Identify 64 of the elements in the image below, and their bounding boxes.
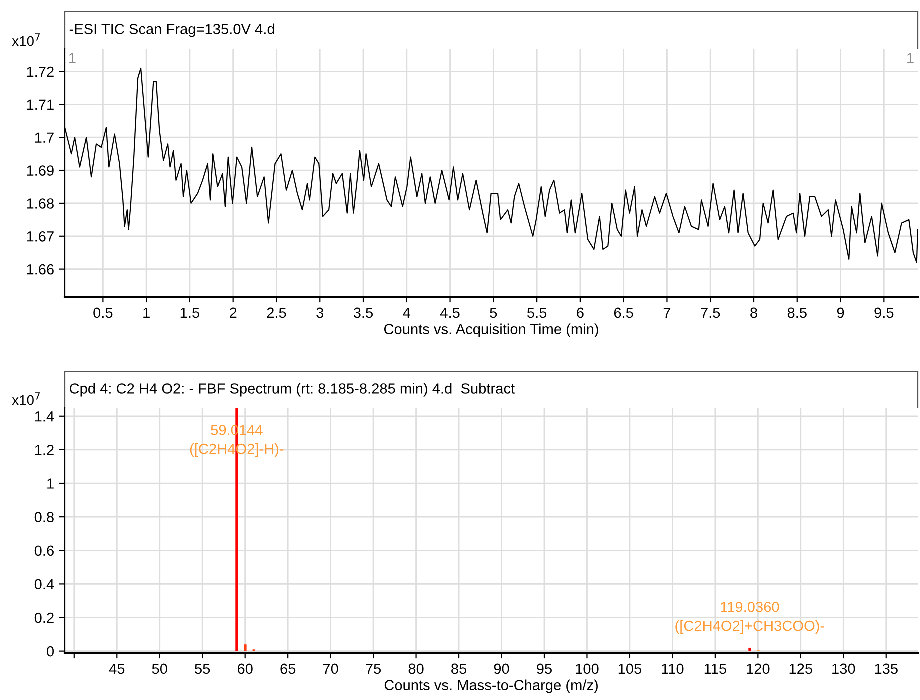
x-tick-label: 100 [576,664,599,674]
x-tick-label: 130 [832,664,856,674]
x-tick-label: 9.5 [874,308,894,318]
y-axis-title: x10$^{7}$ [12,34,40,46]
x-tick-label: 7.5 [701,308,720,318]
y-tick-label: 0.2 [34,612,54,624]
x-tick-label: 90 [494,664,510,674]
x-tick-label: 2.5 [267,308,286,318]
x-tick-label: 5.5 [528,308,547,318]
x-tick-label: 9 [837,308,844,318]
x-tick-label: 110 [662,664,684,674]
x-tick-label: 95 [537,664,552,674]
x-tick-label: 135 [875,664,898,674]
y-tick-label: 0.8 [34,512,54,523]
y-tick-label: 1.66 [27,264,54,275]
y-tick-label: 1.69 [27,166,54,176]
x-tick-label: 85 [452,664,467,674]
x-axis-title: Counts vs. Acquisition Time (min) [384,324,598,338]
x-tick-label: 3.5 [354,308,374,318]
x-tick-label: 8 [750,308,758,318]
x-tick-label: 55 [195,664,210,674]
y-tick-label: 1.67 [27,232,54,242]
x-tick-label: 80 [408,664,424,674]
bar [748,648,752,652]
x-tick-label: 7 [664,308,671,318]
x-tick-label: 65 [280,664,296,674]
y-tick-label: 1 [48,478,54,489]
x-tick-label: 70 [323,664,338,674]
y-tick-label: 0 [47,646,54,657]
x-tick-label: 4 [403,308,411,318]
y-tick-label: 0.6 [34,546,54,556]
x-tick-label: 105 [618,664,642,674]
y-tick-label: 1.4 [35,412,54,422]
y-tick-label: 1.2 [35,445,54,456]
x-tick-label: 6 [577,308,584,318]
annotation: 1 [908,53,914,64]
x-tick-label: 1.5 [180,308,200,318]
bar [244,644,247,652]
x-tick-label: 45 [109,664,125,674]
x-axis-title: Counts vs. Mass-to-Charge (m/z) [384,680,598,694]
annotation: 119.0360 ([C2H4O2]+CH3COO)- [676,602,824,634]
x-tick-label: 2 [230,308,237,318]
x-tick-label: 8.5 [788,308,807,318]
x-tick-label: 50 [152,664,168,674]
y-tick-label: 1.72 [27,66,54,78]
x-tick-label: 1 [144,308,150,318]
chart-title: Cpd 4: C2 H4 O2: - FBF Spectrum (rt: 8.185-8.285 min) 4.d Subtract [70,383,515,397]
x-tick-label: 60 [238,664,253,674]
x-tick-label: 125 [790,664,812,674]
x-tick-label: 120 [747,664,770,674]
x-tick-label: 4.5 [440,308,460,318]
x-tick-label: 5 [490,308,498,318]
chart-title: -ESI TIC Scan Frag=135.0V 4.d [70,24,274,38]
x-tick-label: 75 [366,664,382,674]
y-tick-label: 0.4 [34,579,54,590]
x-tick-label: 0.5 [94,308,113,318]
x-tick-label: 3 [316,308,324,318]
x-tick-label: 115 [704,664,726,674]
y-tick-label: 1.7 [35,132,54,143]
annotation: 1 [70,53,76,64]
y-tick-label: 1.68 [27,198,54,209]
y-tick-label: 1.71 [27,100,54,110]
x-tick-label: 6.5 [614,308,634,318]
y-axis-title: x10$^{7}$ [12,392,40,406]
